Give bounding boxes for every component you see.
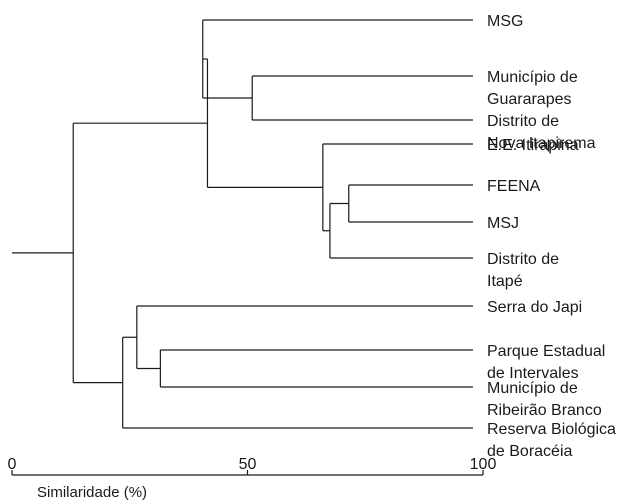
leaf-labels: MSG Município de Guararapes Distrito de Nova… bbox=[487, 13, 616, 460]
leaf-label-guararapes: Município de Guararapes bbox=[487, 69, 578, 108]
x-axis-ticks: 0 50 100 bbox=[8, 456, 497, 475]
x-axis-title: Similaridade (%) bbox=[37, 484, 147, 501]
leaf-label-msj: MSJ bbox=[487, 215, 519, 232]
x-tick-label-0: 0 bbox=[8, 456, 17, 473]
leaf-label-serra-japi: Serra do Japi bbox=[487, 299, 582, 316]
branch-lines bbox=[12, 19, 473, 429]
x-tick-label-100: 100 bbox=[470, 456, 497, 473]
leaf-label-feena: FEENA bbox=[487, 178, 541, 195]
leaf-label-intervales: Parque Estadual de Intervales bbox=[487, 343, 605, 382]
leaf-label-itape: Distrito de Itapé bbox=[487, 251, 559, 290]
leaf-label-itirapina: E.E. Itirapina bbox=[487, 137, 579, 154]
leaf-label-boraceia: Reserva Biológica de Boracéia bbox=[487, 421, 616, 460]
x-axis: 0 50 100 Similaridade (%) bbox=[8, 456, 497, 501]
leaf-label-ribeirao-branco: Município de Ribeirão Branco bbox=[487, 380, 602, 419]
leaf-label-msg: MSG bbox=[487, 13, 523, 30]
leaf-label-nova-itapirema: Distrito de Nova Itapirema bbox=[487, 113, 596, 152]
x-tick-label-50: 50 bbox=[239, 456, 257, 473]
